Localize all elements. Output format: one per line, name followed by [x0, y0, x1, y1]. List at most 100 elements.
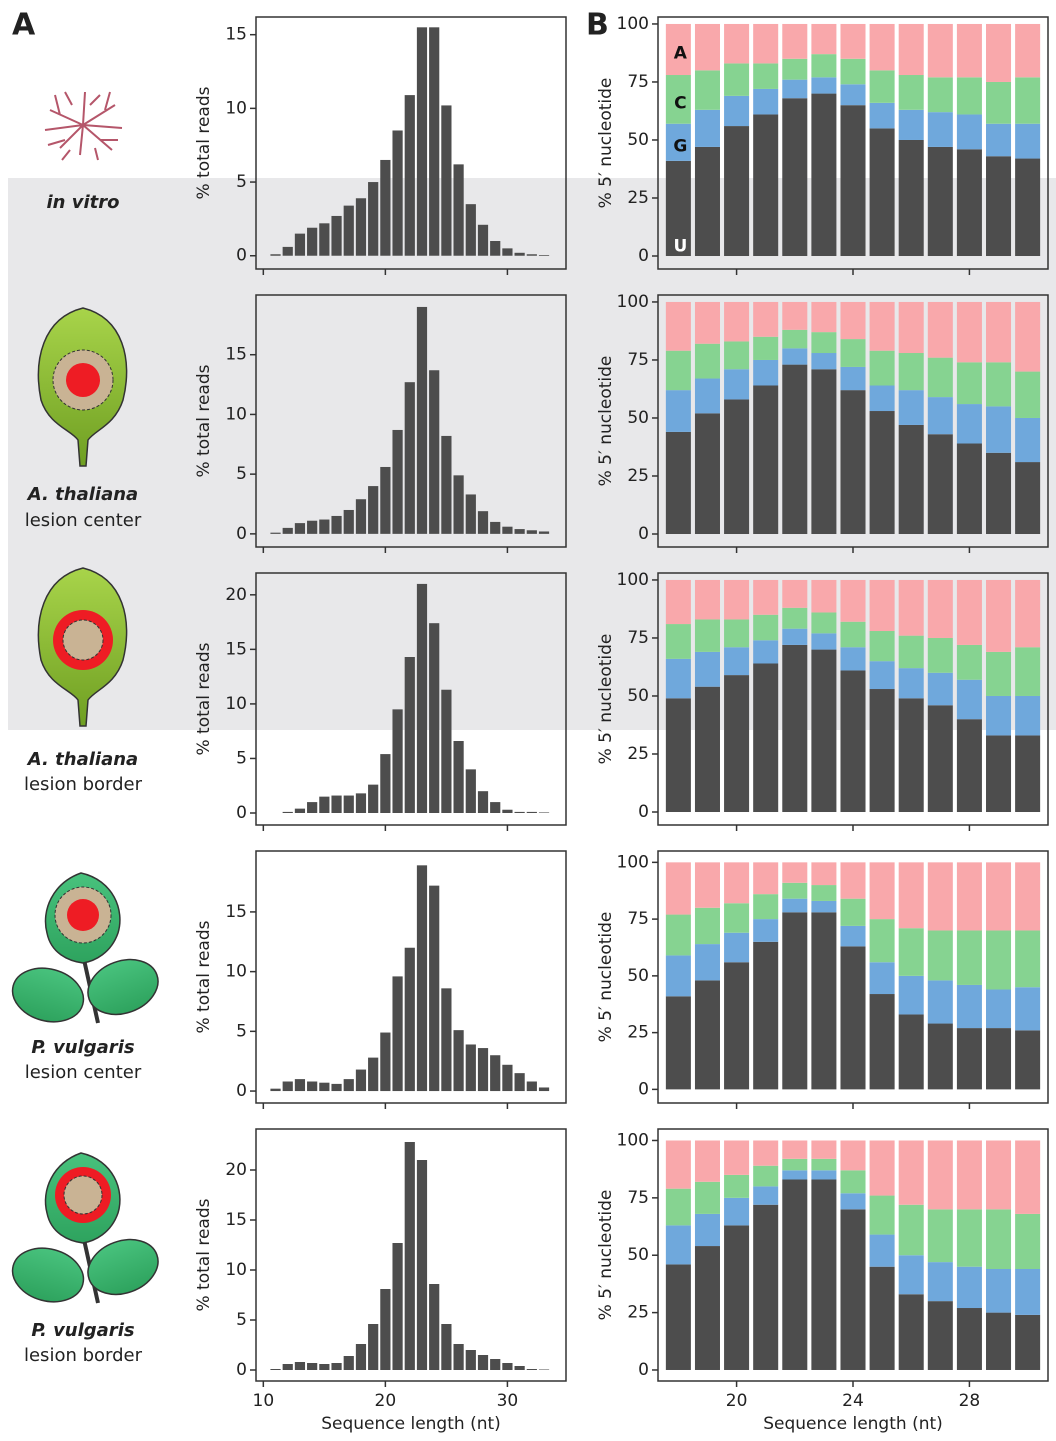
- bar-segment: [782, 1158, 808, 1171]
- y-tick-label: 25: [627, 744, 649, 764]
- bar-segment: [840, 925, 866, 947]
- bar-segment: [753, 579, 779, 615]
- bar-segment: [898, 1255, 924, 1295]
- bar: [416, 306, 428, 534]
- bar: [331, 215, 342, 256]
- bar-segment: [869, 579, 895, 632]
- bar-segment: [840, 670, 866, 813]
- bar-segment: [986, 301, 1012, 363]
- bar-segment: [927, 1262, 953, 1302]
- bar: [453, 475, 464, 534]
- bar-segment: [665, 75, 691, 124]
- bar-segment: [811, 369, 837, 535]
- bar: [526, 254, 537, 256]
- y-tick-label: 15: [225, 639, 247, 659]
- bar-segment: [927, 980, 953, 1024]
- bar-segment: [956, 1209, 982, 1267]
- bar-segment: [753, 63, 779, 89]
- bar-segment: [840, 579, 866, 622]
- bar: [368, 1324, 379, 1370]
- bar-segment: [1015, 1140, 1041, 1214]
- bar-segment: [840, 647, 866, 671]
- sample-label: lesion border: [24, 1345, 143, 1366]
- bar-segment: [840, 339, 866, 367]
- bar: [477, 1355, 489, 1370]
- y-tick-label: 10: [225, 694, 247, 714]
- bar-segment: [782, 1170, 808, 1180]
- bar: [477, 1048, 489, 1092]
- y-tick-label: 5: [236, 748, 247, 768]
- y-axis-label: % 5′ nucleotide: [596, 634, 616, 765]
- bar: [465, 494, 476, 534]
- bar: [319, 1364, 330, 1370]
- x-tick-label: 20: [726, 1391, 748, 1411]
- bar-segment: [869, 1195, 895, 1235]
- y-tick-label: 10: [225, 404, 247, 424]
- bar-segment: [665, 1140, 691, 1189]
- sample-label: A. thaliana: [26, 484, 138, 505]
- sample-label: lesion center: [25, 510, 142, 531]
- bar: [294, 233, 306, 256]
- bar: [368, 182, 379, 256]
- bar-segment: [956, 644, 982, 680]
- bar-segment: [782, 607, 808, 629]
- y-tick-label: 0: [236, 1081, 247, 1101]
- bar-segment: [986, 156, 1012, 257]
- bar-segment: [811, 332, 837, 354]
- bar: [282, 1081, 293, 1092]
- bar-segment: [782, 79, 808, 99]
- bar-segment: [665, 350, 691, 391]
- bar: [355, 198, 367, 256]
- bar-segment: [840, 862, 866, 899]
- bar-segment: [986, 123, 1012, 157]
- x-tick-label: 20: [375, 1391, 397, 1411]
- bar-segment: [753, 614, 779, 641]
- bar-segment: [694, 980, 720, 1090]
- bar-segment: [1015, 371, 1041, 418]
- bar-segment: [986, 1312, 1012, 1370]
- bar-segment: [694, 1181, 720, 1214]
- y-tick-label: 5: [236, 172, 247, 192]
- bar: [538, 1087, 550, 1092]
- y-tick-label: 75: [627, 1188, 649, 1208]
- bar-segment: [986, 452, 1012, 535]
- bar-segment: [1015, 1314, 1041, 1370]
- y-tick-label: 50: [627, 130, 649, 150]
- bar-segment: [986, 1140, 1012, 1210]
- bar-segment: [665, 1264, 691, 1370]
- bar: [282, 246, 293, 256]
- sample-label: lesion center: [25, 1062, 142, 1083]
- bar-segment: [927, 301, 953, 358]
- bar: [465, 204, 476, 256]
- bar-segment: [1015, 987, 1041, 1031]
- bar: [441, 689, 452, 813]
- bar-segment: [898, 579, 924, 636]
- bar: [514, 529, 525, 534]
- bar-segment: [869, 994, 895, 1090]
- plot-frame: [255, 294, 567, 548]
- bar-segment: [724, 579, 750, 620]
- bar-segment: [753, 919, 779, 942]
- bar-segment: [956, 1028, 982, 1090]
- bar-segment: [1015, 158, 1041, 257]
- bar: [355, 1344, 367, 1370]
- bar-segment: [811, 649, 837, 813]
- bar-segment: [927, 862, 953, 931]
- bar: [429, 623, 440, 813]
- bar: [368, 784, 379, 813]
- bar: [465, 1044, 476, 1092]
- bar-segment: [811, 900, 837, 913]
- bar: [404, 947, 415, 1092]
- bar-segment: [753, 385, 779, 535]
- bar: [502, 526, 513, 534]
- bar-segment: [782, 98, 808, 257]
- bar: [441, 1324, 452, 1370]
- bar-segment: [869, 350, 895, 386]
- bar: [453, 1344, 464, 1370]
- bar-segment: [927, 1209, 953, 1263]
- bar-segment: [694, 413, 720, 535]
- bar-segment: [694, 686, 720, 813]
- bar-segment: [956, 930, 982, 985]
- bar: [526, 1081, 537, 1092]
- bar: [392, 1243, 403, 1370]
